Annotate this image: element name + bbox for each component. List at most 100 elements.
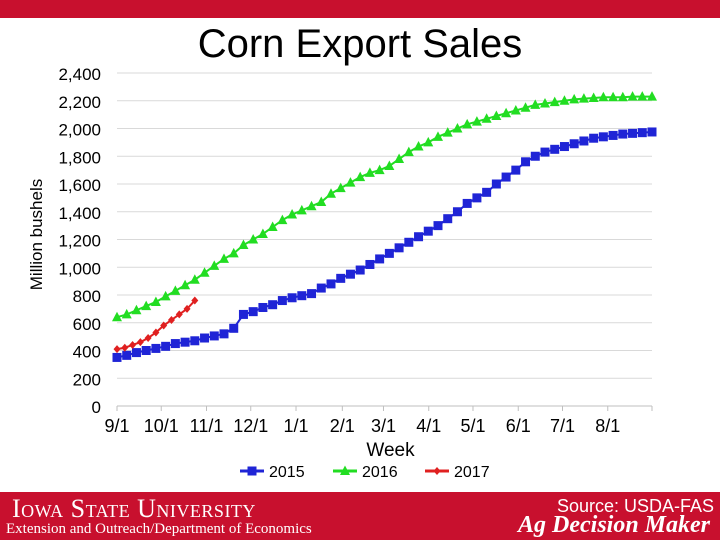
data-point-2015 [423,226,433,236]
data-point-2015 [219,329,229,339]
data-point-2016 [471,116,482,126]
data-point-2015 [307,289,317,299]
data-point-2015 [248,307,258,317]
data-point-2016 [608,91,619,102]
data-point-2016 [228,247,239,258]
data-point-2015 [443,214,453,224]
data-point-2015 [501,172,511,182]
data-point-2015 [404,237,414,247]
data-point-2015 [472,193,482,203]
data-point-2016 [413,141,424,151]
data-point-2015 [462,198,472,208]
data-point-2015 [180,337,190,347]
data-point-2015 [540,147,550,157]
series-line-2015 [116,130,653,359]
data-point-2016 [403,146,414,157]
data-point-2016 [267,221,278,232]
data-point-2015 [345,269,355,279]
legend-label-2017: 2017 [454,464,490,481]
data-point-2015 [170,339,180,349]
data-point-2017 [160,321,168,330]
data-point-2015 [268,300,278,310]
data-point-2015 [452,207,462,217]
data-point-2016 [170,285,181,295]
data-point-2016 [520,102,531,112]
data-point-2015 [482,187,492,197]
data-point-2015 [530,151,540,161]
x-tick-label: 12/1 [233,416,268,436]
data-point-2017 [175,310,183,319]
y-tick-label: 600 [73,315,101,334]
data-point-2016 [287,209,298,219]
series-line-2016 [116,95,652,319]
data-point-2016 [540,98,550,108]
data-point-2016 [189,274,200,284]
legend-marker-2017 [433,467,441,475]
brand-logo: Ag Decision Maker [518,512,710,538]
data-point-2015 [579,136,589,146]
data-point-2016 [209,260,220,270]
data-point-2015 [598,132,608,142]
x-tick-label: 7/1 [550,416,575,436]
data-point-2015 [647,127,657,137]
data-point-2015 [326,279,336,289]
data-point-2016 [296,204,307,215]
data-point-2016 [199,267,210,277]
data-point-2016 [462,118,473,129]
data-point-2015 [628,128,638,138]
data-point-2016 [257,228,268,238]
y-tick-label: 0 [92,398,101,417]
data-point-2015 [491,179,501,189]
x-tick-label: 11/1 [190,416,224,436]
data-point-2017 [113,345,121,354]
data-point-2016 [569,93,580,104]
data-point-2016 [131,304,142,315]
data-point-2016 [112,311,122,322]
y-tick-label: 2,000 [58,121,101,140]
data-point-2015 [355,265,365,275]
y-tick-label: 200 [73,370,101,389]
data-point-2015 [297,291,307,301]
data-point-2015 [637,128,647,138]
y-tick-label: 2,200 [58,93,101,112]
data-point-2015 [511,165,521,175]
data-point-2015 [287,293,297,303]
data-point-2015 [589,133,599,143]
data-point-2016 [510,104,521,115]
data-point-2016 [219,253,229,263]
data-point-2016 [248,234,259,244]
data-point-2016 [423,136,434,147]
data-point-2015 [608,130,618,140]
data-point-2015 [229,323,239,333]
y-tick-label: 1,000 [58,259,101,278]
data-point-2016 [316,196,327,207]
data-point-2016 [501,107,512,118]
data-point-2016 [491,110,502,121]
y-tick-label: 1,600 [58,176,101,195]
data-point-2016 [384,160,395,170]
data-point-2016 [598,91,609,102]
data-point-2016 [530,99,541,109]
data-point-2017 [167,315,175,324]
data-point-2015 [141,346,151,355]
data-point-2016 [121,308,132,319]
x-tick-label: 9/1 [104,416,129,436]
data-point-2016 [559,95,570,105]
y-tick-label: 2,400 [58,65,101,84]
data-point-2015 [131,348,141,358]
data-point-2017 [121,343,129,352]
data-point-2015 [151,343,161,353]
data-point-2016 [647,91,657,101]
data-point-2015 [394,243,404,253]
data-point-2016 [141,300,152,311]
data-point-2016 [637,91,648,101]
university-wordmark: Iowa State University [12,494,256,523]
y-axis-label: Million bushels [27,179,46,291]
data-point-2015 [238,309,248,319]
data-point-2015 [521,157,531,167]
x-tick-label: 1/1 [284,416,309,436]
line-chart: 0 200 400 600 800 1,000 1,200 1,400 1,600 1,800 2,… [27,65,657,481]
data-point-2015 [550,144,560,154]
data-point-2016 [326,188,336,198]
data-point-2016 [150,296,161,306]
